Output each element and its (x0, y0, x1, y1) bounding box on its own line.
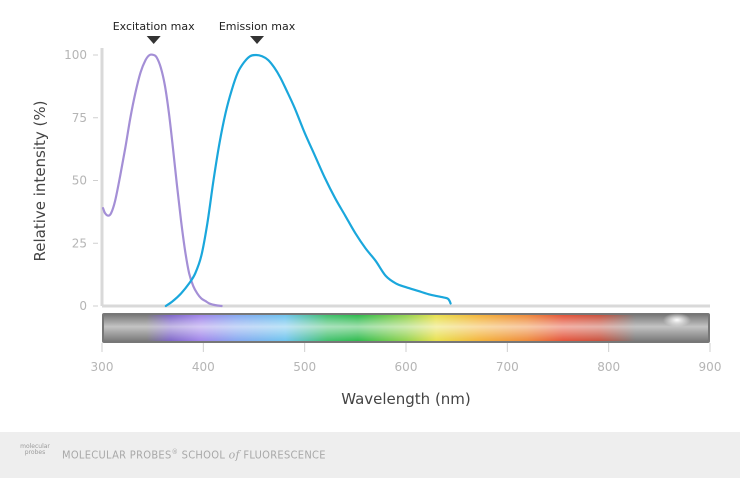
x-tick-label: 900 (699, 360, 722, 374)
peak-marker-triangle (250, 36, 265, 44)
y-axis-title: Relative intensity (%) (31, 100, 49, 261)
registered-mark: ® (171, 448, 179, 456)
spectrum-chart: 0 25 50 75 100 300 400 500 600 700 800 900 Excitati… (31, 20, 721, 408)
brand-title: MOLECULAR PROBES® SCHOOL of FLUORESCENCE (62, 448, 326, 462)
x-tick-label: 400 (192, 360, 215, 374)
visible-spectrum-bar (102, 313, 710, 343)
brand-school: SCHOOL (181, 448, 226, 462)
molecular-probes-logo: molecular probes (18, 444, 52, 466)
annotation-layer: Excitation max Emission max (113, 20, 296, 44)
x-tick-label: 800 (597, 360, 620, 374)
emission-curve (164, 53, 452, 308)
series-layer (101, 53, 452, 308)
peak-marker-triangle (146, 36, 161, 44)
x-tick-label: 600 (395, 360, 418, 374)
y-tick-label: 50 (72, 174, 87, 188)
logo-text-molecular: molecular (20, 443, 50, 450)
brand-of: of (228, 448, 240, 462)
x-tick-label: 500 (293, 360, 316, 374)
x-tick-label: 700 (496, 360, 519, 374)
logo-text-probes: probes (24, 449, 46, 456)
y-tick-label: 0 (79, 299, 87, 313)
peak-marker-label: Emission max (219, 20, 296, 33)
excitation-curve (101, 53, 223, 308)
chart-canvas: 0 25 50 75 100 300 400 500 600 700 800 900 Excitati… (31, 20, 721, 408)
y-tick-label: 100 (64, 48, 87, 62)
brand-fluorescence: FLUORESCENCE (243, 448, 326, 462)
x-axis-title: Wavelength (nm) (341, 390, 471, 408)
brand-name: MOLECULAR PROBES (62, 448, 172, 462)
footer-bar: molecular probes MOLECULAR PROBES® SCHOO… (0, 432, 740, 478)
peak-marker-label: Excitation max (113, 20, 195, 33)
y-tick-label: 25 (72, 236, 87, 250)
x-tick-label: 300 (91, 360, 114, 374)
axes: 0 25 50 75 100 300 400 500 600 700 800 900 (64, 48, 721, 374)
y-tick-label: 75 (72, 111, 87, 125)
